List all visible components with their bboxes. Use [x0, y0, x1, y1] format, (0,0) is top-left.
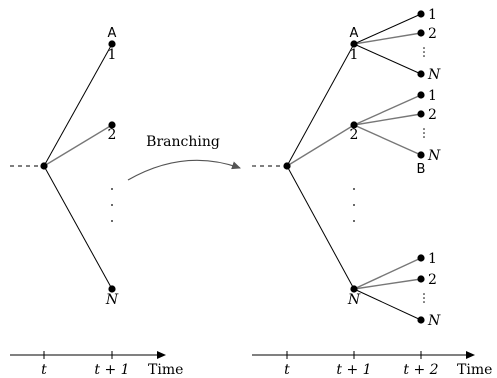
- right-child-node-1: [350, 40, 358, 48]
- edge-1-to-1: [353, 13, 422, 45]
- grandchild-ellipsis-2: [423, 128, 425, 138]
- grandchild-label-2-n: N: [427, 148, 441, 164]
- grandchild-node-1-2: [417, 29, 425, 37]
- grandchild-label-n-2: 2: [428, 272, 437, 288]
- branching-transition: Branching: [127, 134, 241, 181]
- grandchild-label-2-2: 2: [428, 107, 437, 123]
- grandchild-ellipsis-n: [423, 293, 425, 303]
- right-axis-label: Time: [457, 362, 492, 378]
- grandchild-node-1-n: [417, 70, 425, 78]
- right-tick-label-t-plus-2: t + 2: [403, 362, 438, 378]
- edge-2-to-2: [353, 113, 422, 126]
- left-tree: A 1 2 N: [10, 26, 119, 308]
- right-tree: A 1 2 N 1 2 N 1 2 N B 1 2 N: [252, 7, 441, 329]
- grandchild-node-1-1: [417, 10, 425, 18]
- branching-label: Branching: [146, 134, 220, 150]
- left-vertical-ellipsis: [111, 188, 113, 222]
- edge-1-to-2: [353, 32, 422, 45]
- edge-2-to-n: [353, 124, 422, 156]
- grandchild-label-n-1: 1: [428, 251, 437, 267]
- right-child-node-2: [350, 121, 358, 129]
- left-tick-label-t: t: [41, 362, 47, 378]
- grandchild-label-n-n: N: [427, 313, 441, 329]
- left-axis-label: Time: [148, 362, 183, 378]
- edge-1-to-n: [353, 43, 422, 75]
- right-root-node: [283, 162, 291, 170]
- grandchild-node-n-n: [417, 316, 425, 324]
- right-tick-label-t: t: [284, 362, 290, 378]
- right-tick-label-t-plus-1: t + 1: [336, 362, 371, 378]
- right-marker-a: A: [350, 26, 359, 41]
- left-child-node-n: [108, 285, 116, 293]
- left-child-label-2: 2: [108, 127, 117, 143]
- right-child-label-2: 2: [350, 127, 359, 143]
- branching-arrow: [127, 159, 241, 181]
- grandchild-node-n-1: [417, 254, 425, 262]
- left-child-label-1: 1: [108, 47, 117, 63]
- left-edge-to-child-1: [43, 43, 113, 167]
- left-marker-a: A: [108, 26, 117, 41]
- left-child-label-n: N: [105, 292, 119, 308]
- grandchild-label-1-n: N: [427, 67, 441, 83]
- right-edge-to-child-2: [286, 124, 355, 167]
- right-child-node-n: [350, 285, 358, 293]
- edge-2-to-1: [353, 94, 422, 126]
- left-child-node-2: [108, 121, 116, 129]
- edge-n-to-1: [353, 257, 422, 290]
- grandchild-node-2-1: [417, 91, 425, 99]
- left-time-axis: t t + 1 Time: [10, 351, 183, 378]
- right-marker-b: B: [417, 162, 426, 177]
- right-edge-to-child-n: [286, 165, 355, 290]
- right-time-axis: t t + 1 t + 2 Time: [252, 351, 492, 378]
- left-child-node-1: [108, 40, 116, 48]
- left-root-node: [40, 162, 48, 170]
- grandchild-label-1-1: 1: [428, 7, 437, 23]
- right-vertical-ellipsis: [353, 188, 355, 222]
- left-edge-to-child-n: [43, 165, 113, 290]
- grandchild-ellipsis-1: [423, 47, 425, 57]
- right-edge-to-child-1: [286, 43, 355, 167]
- grandchild-label-1-2: 2: [428, 26, 437, 42]
- grandchild-label-2-1: 1: [428, 88, 437, 104]
- left-tick-label-t-plus-1: t + 1: [94, 362, 129, 378]
- edge-n-to-2: [353, 278, 422, 290]
- right-child-label-n: N: [347, 292, 361, 308]
- edge-n-to-n: [353, 288, 422, 321]
- grandchild-node-n-2: [417, 275, 425, 283]
- left-edge-to-child-2: [43, 124, 113, 167]
- right-child-label-1: 1: [350, 47, 359, 63]
- grandchild-node-2-n: [417, 151, 425, 159]
- grandchild-node-2-2: [417, 110, 425, 118]
